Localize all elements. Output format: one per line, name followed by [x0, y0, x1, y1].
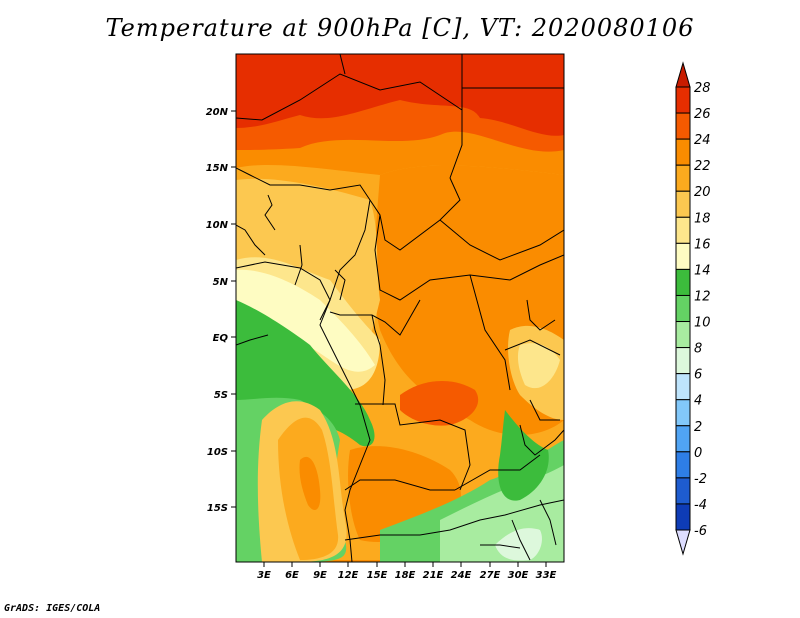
- colorbar-label: 20: [694, 185, 711, 200]
- lon-label-24e: 24E: [451, 570, 472, 581]
- lat-label-15s: 15S: [207, 503, 228, 514]
- colorbar-label: 2: [694, 420, 702, 435]
- colorbar-swatch: [675, 190, 691, 218]
- colorbar-swatch: [675, 451, 691, 479]
- lon-label-27e: 27E: [480, 570, 501, 581]
- lon-label-3e: 3E: [257, 570, 271, 581]
- lon-label-9e: 9E: [313, 570, 327, 581]
- lat-label-15n: 15N: [206, 163, 229, 174]
- colorbar-label: 14: [694, 263, 711, 278]
- lat-label-10n: 10N: [206, 220, 229, 231]
- colorbar-swatch: [675, 373, 691, 401]
- colorbar-swatch: [675, 294, 691, 323]
- temperature-field: [236, 54, 564, 562]
- latitude-axis: 20N 15N 10N 5N EQ 5S 10S 15S: [206, 107, 236, 514]
- colorbar-swatch: [675, 477, 691, 505]
- colorbar-swatch: [675, 347, 691, 375]
- lon-label-15e: 15E: [367, 570, 388, 581]
- colorbar-label: 6: [694, 368, 702, 383]
- lat-label-20n: 20N: [206, 107, 229, 118]
- colorbar-swatch: [675, 425, 691, 453]
- lat-label-5n: 5N: [213, 277, 229, 288]
- lon-label-12e: 12E: [338, 570, 359, 581]
- colorbar-label: -2: [694, 472, 707, 487]
- map-frame: [235, 53, 565, 563]
- colorbar-label: 10: [694, 316, 711, 331]
- colorbar-label: 0: [694, 446, 702, 461]
- colorbar-swatch: [675, 242, 691, 270]
- colorbar-label: 24: [694, 133, 711, 148]
- colorbar-swatch: [675, 138, 691, 166]
- lon-label-30e: 30E: [508, 570, 529, 581]
- colorbar-label: 4: [694, 394, 702, 409]
- lon-label-33e: 33E: [536, 570, 557, 581]
- lat-label-eq: EQ: [213, 333, 229, 344]
- colorbar-label: 12: [694, 289, 711, 304]
- colorbar-swatch: [675, 164, 691, 192]
- colorbar-swatch: [675, 216, 691, 244]
- map-title: Temperature at 900hPa [C], VT: 202008010…: [105, 14, 695, 42]
- colorbar-label: 16: [694, 237, 711, 252]
- colorbar-label: 28: [694, 81, 711, 96]
- colorbar-swatch: [675, 268, 691, 296]
- lon-label-18e: 18E: [395, 570, 416, 581]
- colorbar-label: 18: [694, 211, 711, 226]
- colorbar-swatch: [675, 503, 691, 531]
- colorbar-swatch: [675, 399, 691, 427]
- colorbar-bottom-arrow: [675, 529, 691, 556]
- longitude-axis: 3E 6E 9E 12E 15E 18E 21E 24E 27E 30E 33E: [257, 562, 557, 581]
- lon-label-6e: 6E: [285, 570, 299, 581]
- lat-label-10s: 10S: [207, 447, 228, 458]
- colorbar-swatch: [675, 112, 691, 140]
- country-borders: [236, 54, 564, 562]
- colorbar-label: -6: [694, 524, 707, 539]
- colorbar-top-arrow: [675, 61, 691, 88]
- lon-label-21e: 21E: [423, 570, 444, 581]
- colorbar-swatch: [675, 321, 691, 349]
- colorbar-label: 8: [694, 342, 702, 357]
- colorbar-label: 22: [694, 159, 711, 174]
- colorbar-label: -4: [694, 498, 707, 513]
- lat-label-5s: 5S: [214, 390, 228, 401]
- colorbar-swatch: [675, 86, 691, 114]
- colorbar-label: 26: [694, 107, 711, 122]
- credit-label: GrADS: IGES/COLA: [4, 603, 101, 614]
